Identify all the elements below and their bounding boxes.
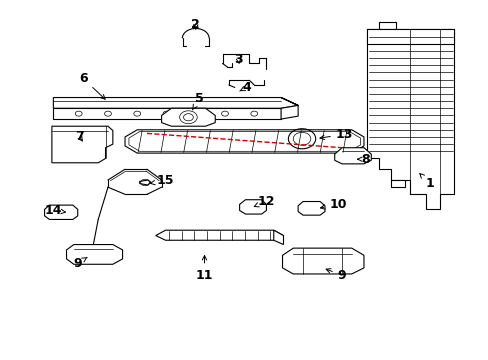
Polygon shape	[239, 200, 266, 214]
Polygon shape	[298, 202, 325, 215]
Polygon shape	[334, 148, 370, 164]
Text: 12: 12	[254, 195, 275, 208]
Polygon shape	[281, 98, 298, 119]
Polygon shape	[125, 130, 363, 153]
Polygon shape	[129, 132, 360, 151]
Polygon shape	[366, 30, 453, 209]
Polygon shape	[390, 180, 405, 187]
Text: 1: 1	[419, 174, 433, 190]
Text: 7: 7	[75, 130, 84, 144]
Text: 3: 3	[234, 53, 243, 66]
Text: 10: 10	[320, 198, 346, 211]
Text: 5: 5	[192, 92, 203, 110]
Polygon shape	[53, 98, 298, 108]
Text: 9: 9	[73, 257, 87, 270]
Text: 6: 6	[79, 72, 105, 99]
Text: 11: 11	[195, 256, 213, 282]
Polygon shape	[52, 126, 113, 163]
Polygon shape	[44, 205, 78, 220]
Text: 13: 13	[319, 127, 352, 141]
Polygon shape	[273, 230, 283, 244]
Polygon shape	[53, 108, 281, 119]
Polygon shape	[366, 30, 453, 44]
Text: 14: 14	[44, 204, 65, 217]
Polygon shape	[282, 248, 363, 274]
Polygon shape	[140, 180, 151, 185]
Text: 9: 9	[325, 269, 346, 282]
Text: 8: 8	[357, 153, 369, 166]
Text: 4: 4	[239, 81, 251, 94]
Polygon shape	[66, 244, 122, 264]
Text: 2: 2	[191, 18, 200, 31]
Polygon shape	[156, 230, 283, 240]
Polygon shape	[161, 108, 215, 126]
Text: 15: 15	[150, 174, 174, 187]
